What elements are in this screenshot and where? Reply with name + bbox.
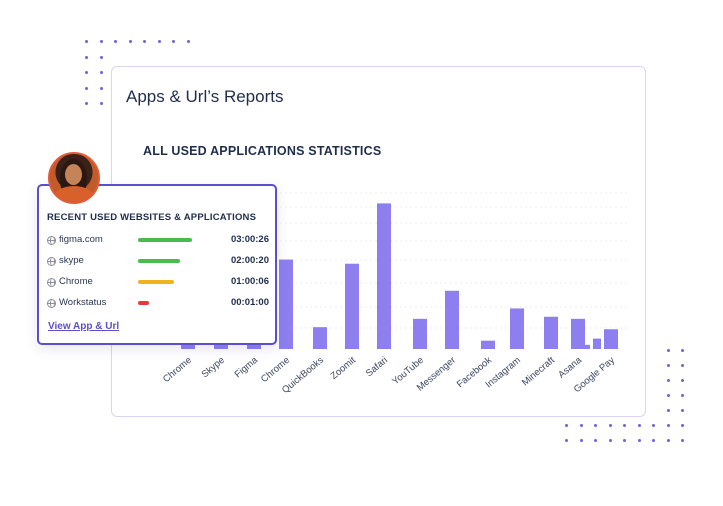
decorative-dot [114,40,117,43]
usage-bar [138,301,149,305]
x-tick-label: Safari [364,355,390,379]
decorative-dot [594,424,597,427]
recent-item-row: figma.com 03:00:26 [47,234,269,250]
decorative-dot [608,424,612,427]
decorative-dot [157,40,161,43]
decorative-dot [637,424,641,427]
decorative-dot [99,86,103,90]
decorative-dot [579,424,583,427]
decorative-dot [681,409,684,412]
decorative-dot [623,439,626,442]
decorative-dot [681,364,684,367]
globe-icon [47,299,56,308]
decorative-dot [99,102,103,105]
decorative-dot [681,394,684,397]
recent-item-name: skype [59,255,84,266]
decorative-dot [666,394,670,397]
usage-bar [138,280,174,284]
chart-bar-minor [582,344,590,349]
x-tick-label: Minecraft [520,355,557,389]
decorative-dot [681,439,684,442]
recent-item-time: 00:01:00 [230,297,269,308]
decorative-dot [143,40,146,43]
recent-used-popup: RECENT USED WEBSITES & APPLICATIONS figm… [37,184,277,345]
chart-bar [544,316,558,349]
chart-bar [571,318,585,349]
globe-icon [47,257,56,266]
decorative-dot [579,439,583,442]
decorative-dot [594,439,597,442]
decorative-dot [637,439,641,442]
decorative-dot [652,424,655,427]
globe-icon [47,278,56,287]
recent-item-time: 01:00:06 [230,276,269,287]
chart-bar [313,327,327,349]
chart-bar-minor [593,338,601,349]
decorative-dot [85,102,88,105]
decorative-dot [565,424,568,427]
recent-item-name: Workstatus [59,297,107,308]
decorative-dot [172,40,175,43]
recent-item-name: figma.com [59,234,103,245]
decorative-dot [666,424,670,427]
decorative-dot [666,364,670,367]
popup-heading: RECENT USED WEBSITES & APPLICATIONS [47,212,257,223]
chart-bar [604,329,618,349]
view-app-url-link[interactable]: View App & Url [48,321,120,332]
decorative-dot [666,379,670,382]
recent-item-row: Workstatus 00:01:00 [47,297,269,313]
recent-item-row: skype 02:00:20 [47,255,269,271]
decorative-dot [623,424,626,427]
decorative-dot [99,55,103,59]
chart-bar [445,290,459,349]
user-avatar [48,152,100,204]
chart-bar [377,203,391,349]
decorative-dot [85,71,88,74]
chart-bar [510,308,524,349]
decorative-dot [666,439,670,442]
decorative-dot [652,439,655,442]
avatar-face [65,164,82,185]
decorative-dot [681,349,684,352]
decorative-dot [681,424,684,427]
decorative-dot [85,40,88,43]
decorative-dot [99,71,103,74]
usage-bar [138,238,192,242]
x-tick-label: Zoomit [329,355,359,382]
decorative-dot [85,86,88,90]
x-tick-label: Figma [233,354,261,380]
x-tick-label: Chrome [161,355,194,385]
recent-item-name: Chrome [59,276,93,287]
chart-title: ALL USED APPLICATIONS STATISTICS [143,144,382,158]
chart-bar [279,259,293,349]
recent-item-row: Chrome 01:00:06 [47,276,269,292]
recent-item-time: 03:00:26 [230,234,269,245]
chart-bar [345,263,359,349]
decorative-dot [85,55,88,59]
decorative-dot [186,40,190,43]
usage-bar [138,259,180,263]
page-title: Apps & Url’s Reports [126,87,284,106]
chart-bar [413,318,427,349]
decorative-dot [128,40,132,43]
decorative-dot [681,379,684,382]
decorative-dot [99,40,103,43]
recent-item-time: 02:00:20 [230,255,269,266]
avatar-body [54,186,94,202]
x-tick-label: Skype [200,355,227,380]
decorative-dot [666,409,670,412]
decorative-dot [666,349,670,352]
chart-bar [481,340,495,349]
decorative-dot [565,439,568,442]
decorative-dot [608,439,612,442]
x-tick-label: Asana [556,354,584,380]
globe-icon [47,236,56,245]
